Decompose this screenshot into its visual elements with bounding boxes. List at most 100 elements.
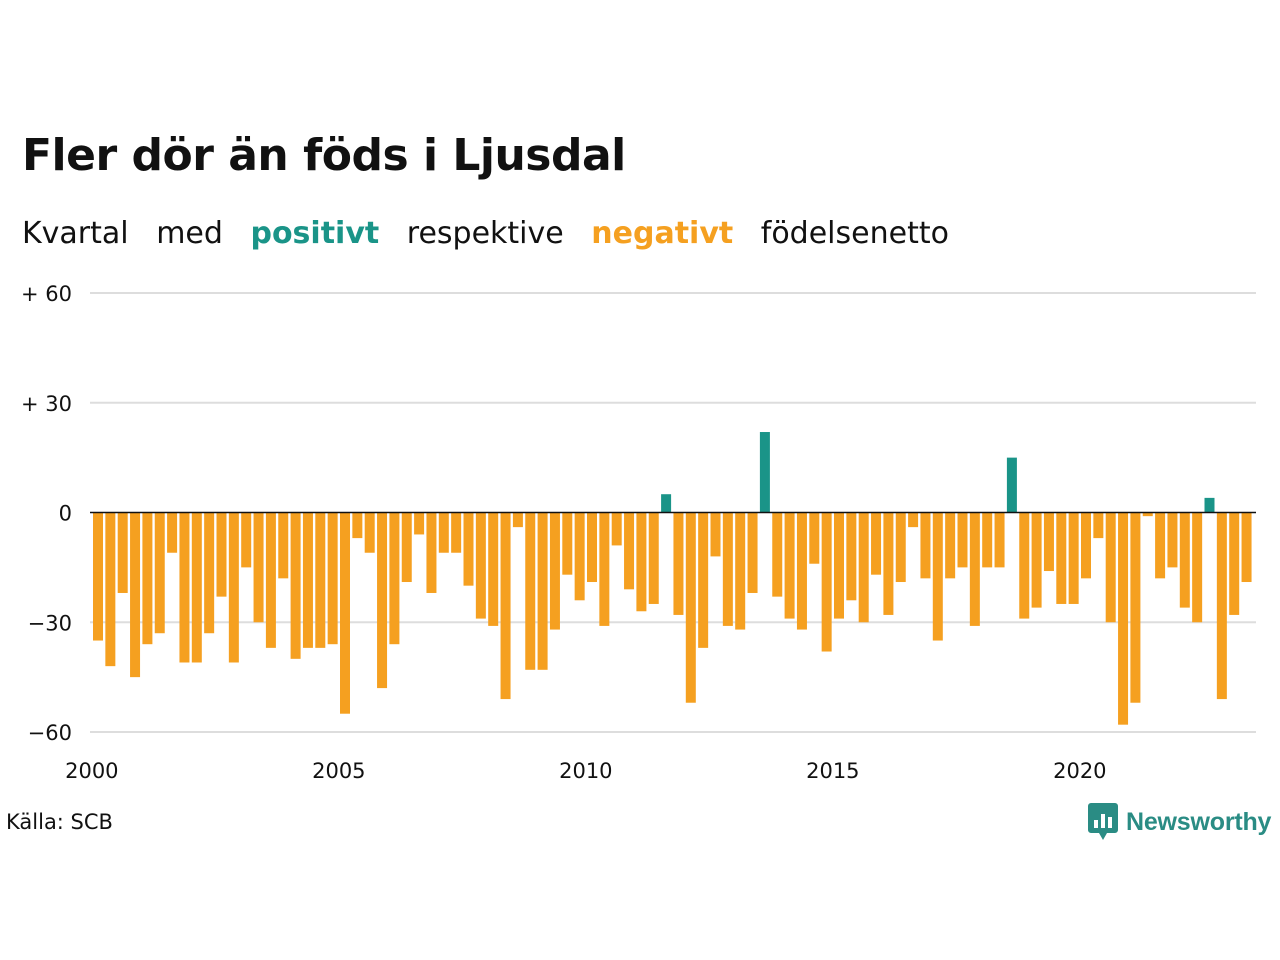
- bar: [1229, 512, 1240, 615]
- bar: [340, 512, 350, 714]
- bar: [784, 512, 795, 619]
- bar: [377, 512, 388, 689]
- bar: [105, 512, 116, 667]
- bar: [809, 512, 820, 564]
- y-tick-label: + 30: [21, 392, 72, 416]
- bar: [191, 512, 202, 663]
- bar: [932, 512, 943, 641]
- bar: [130, 512, 141, 678]
- bar: [1105, 512, 1116, 623]
- bar: [253, 512, 264, 623]
- bar: [759, 432, 770, 513]
- bar: [957, 512, 968, 568]
- chart-title: Fler dör än föds i Ljusdal: [22, 130, 626, 181]
- bar: [537, 512, 548, 670]
- bar: [438, 512, 449, 553]
- bar: [463, 512, 474, 586]
- bar: [722, 512, 733, 626]
- source-note: Källa: SCB: [6, 810, 113, 834]
- bar: [1118, 512, 1129, 725]
- bar: [1167, 512, 1178, 568]
- bar: [142, 512, 153, 645]
- bar: [883, 512, 894, 615]
- bar: [93, 512, 103, 641]
- bar: [834, 512, 844, 619]
- bar: [414, 512, 425, 535]
- bar: [1130, 512, 1141, 703]
- bar: [1056, 512, 1067, 604]
- bar: [475, 512, 486, 619]
- x-tick-label: 2010: [559, 759, 612, 783]
- bar: [278, 512, 289, 579]
- newsworthy-logo-icon: [1088, 803, 1118, 840]
- bar: [352, 512, 363, 539]
- grid-lines: [90, 292, 1256, 733]
- bar: [512, 512, 523, 528]
- bar: [698, 512, 709, 648]
- bar: [451, 512, 462, 553]
- bar: [587, 512, 597, 583]
- bar: [648, 512, 659, 604]
- bar: [908, 512, 919, 528]
- bar: [858, 512, 869, 623]
- bar: [315, 512, 326, 648]
- bar: [871, 512, 882, 575]
- bar: [204, 512, 215, 634]
- bar: [228, 512, 239, 663]
- bars: [93, 432, 1252, 725]
- bar: [846, 512, 857, 601]
- bar: [1216, 512, 1227, 700]
- y-tick-label: −30: [28, 611, 72, 635]
- brand-logo: Newsworthy: [1088, 802, 1271, 842]
- bar: [747, 512, 758, 593]
- bar: [710, 512, 721, 557]
- subtitle-negative-word: negativt: [591, 216, 734, 251]
- bar: [982, 512, 993, 568]
- bar: [1093, 512, 1104, 539]
- bar: [1179, 512, 1190, 608]
- axes: + 60 + 30 0 −30 −60 2000 2005 2010 2015 2020: [21, 282, 1256, 783]
- x-tick-label: 2015: [806, 759, 859, 783]
- bar: [1019, 512, 1030, 619]
- bar: [562, 512, 573, 575]
- bar: [611, 512, 622, 546]
- bar: [154, 512, 165, 634]
- bar: [426, 512, 437, 593]
- subtitle-part-3: respektive: [406, 216, 564, 251]
- bar: [1006, 457, 1017, 513]
- bar: [1081, 512, 1091, 579]
- bar: [796, 512, 807, 630]
- subtitle-positive-word: positivt: [250, 216, 380, 251]
- bar: [117, 512, 128, 593]
- bar: [525, 512, 536, 670]
- bar: [1142, 512, 1153, 517]
- bar: [167, 512, 178, 553]
- bar: [1204, 497, 1215, 513]
- bar: [772, 512, 783, 597]
- x-tick-label: 2005: [312, 759, 365, 783]
- brand-name: Newsworthy: [1126, 807, 1272, 836]
- bar: [1043, 512, 1054, 572]
- x-tick-label: 2020: [1053, 759, 1106, 783]
- chart-subtitle: Kvartal med positivt respektive negativt…: [22, 216, 967, 252]
- subtitle-part-2: med: [156, 216, 223, 251]
- bar: [488, 512, 499, 626]
- bar: [1155, 512, 1166, 579]
- y-tick-label: + 60: [21, 282, 72, 306]
- bar: [624, 512, 635, 590]
- subtitle-part-1: Kvartal: [22, 216, 129, 251]
- bar: [1031, 512, 1042, 608]
- bar: [994, 512, 1005, 568]
- bar: [549, 512, 560, 630]
- bar: [500, 512, 511, 700]
- bar: [685, 512, 696, 703]
- bar: [895, 512, 906, 583]
- bar: [945, 512, 956, 579]
- bar: [1241, 512, 1252, 583]
- bar: [364, 512, 375, 553]
- bar: [673, 512, 684, 615]
- bar: [241, 512, 252, 568]
- bar: [179, 512, 190, 663]
- x-tick-label: 2000: [65, 759, 118, 783]
- bar: [599, 512, 610, 626]
